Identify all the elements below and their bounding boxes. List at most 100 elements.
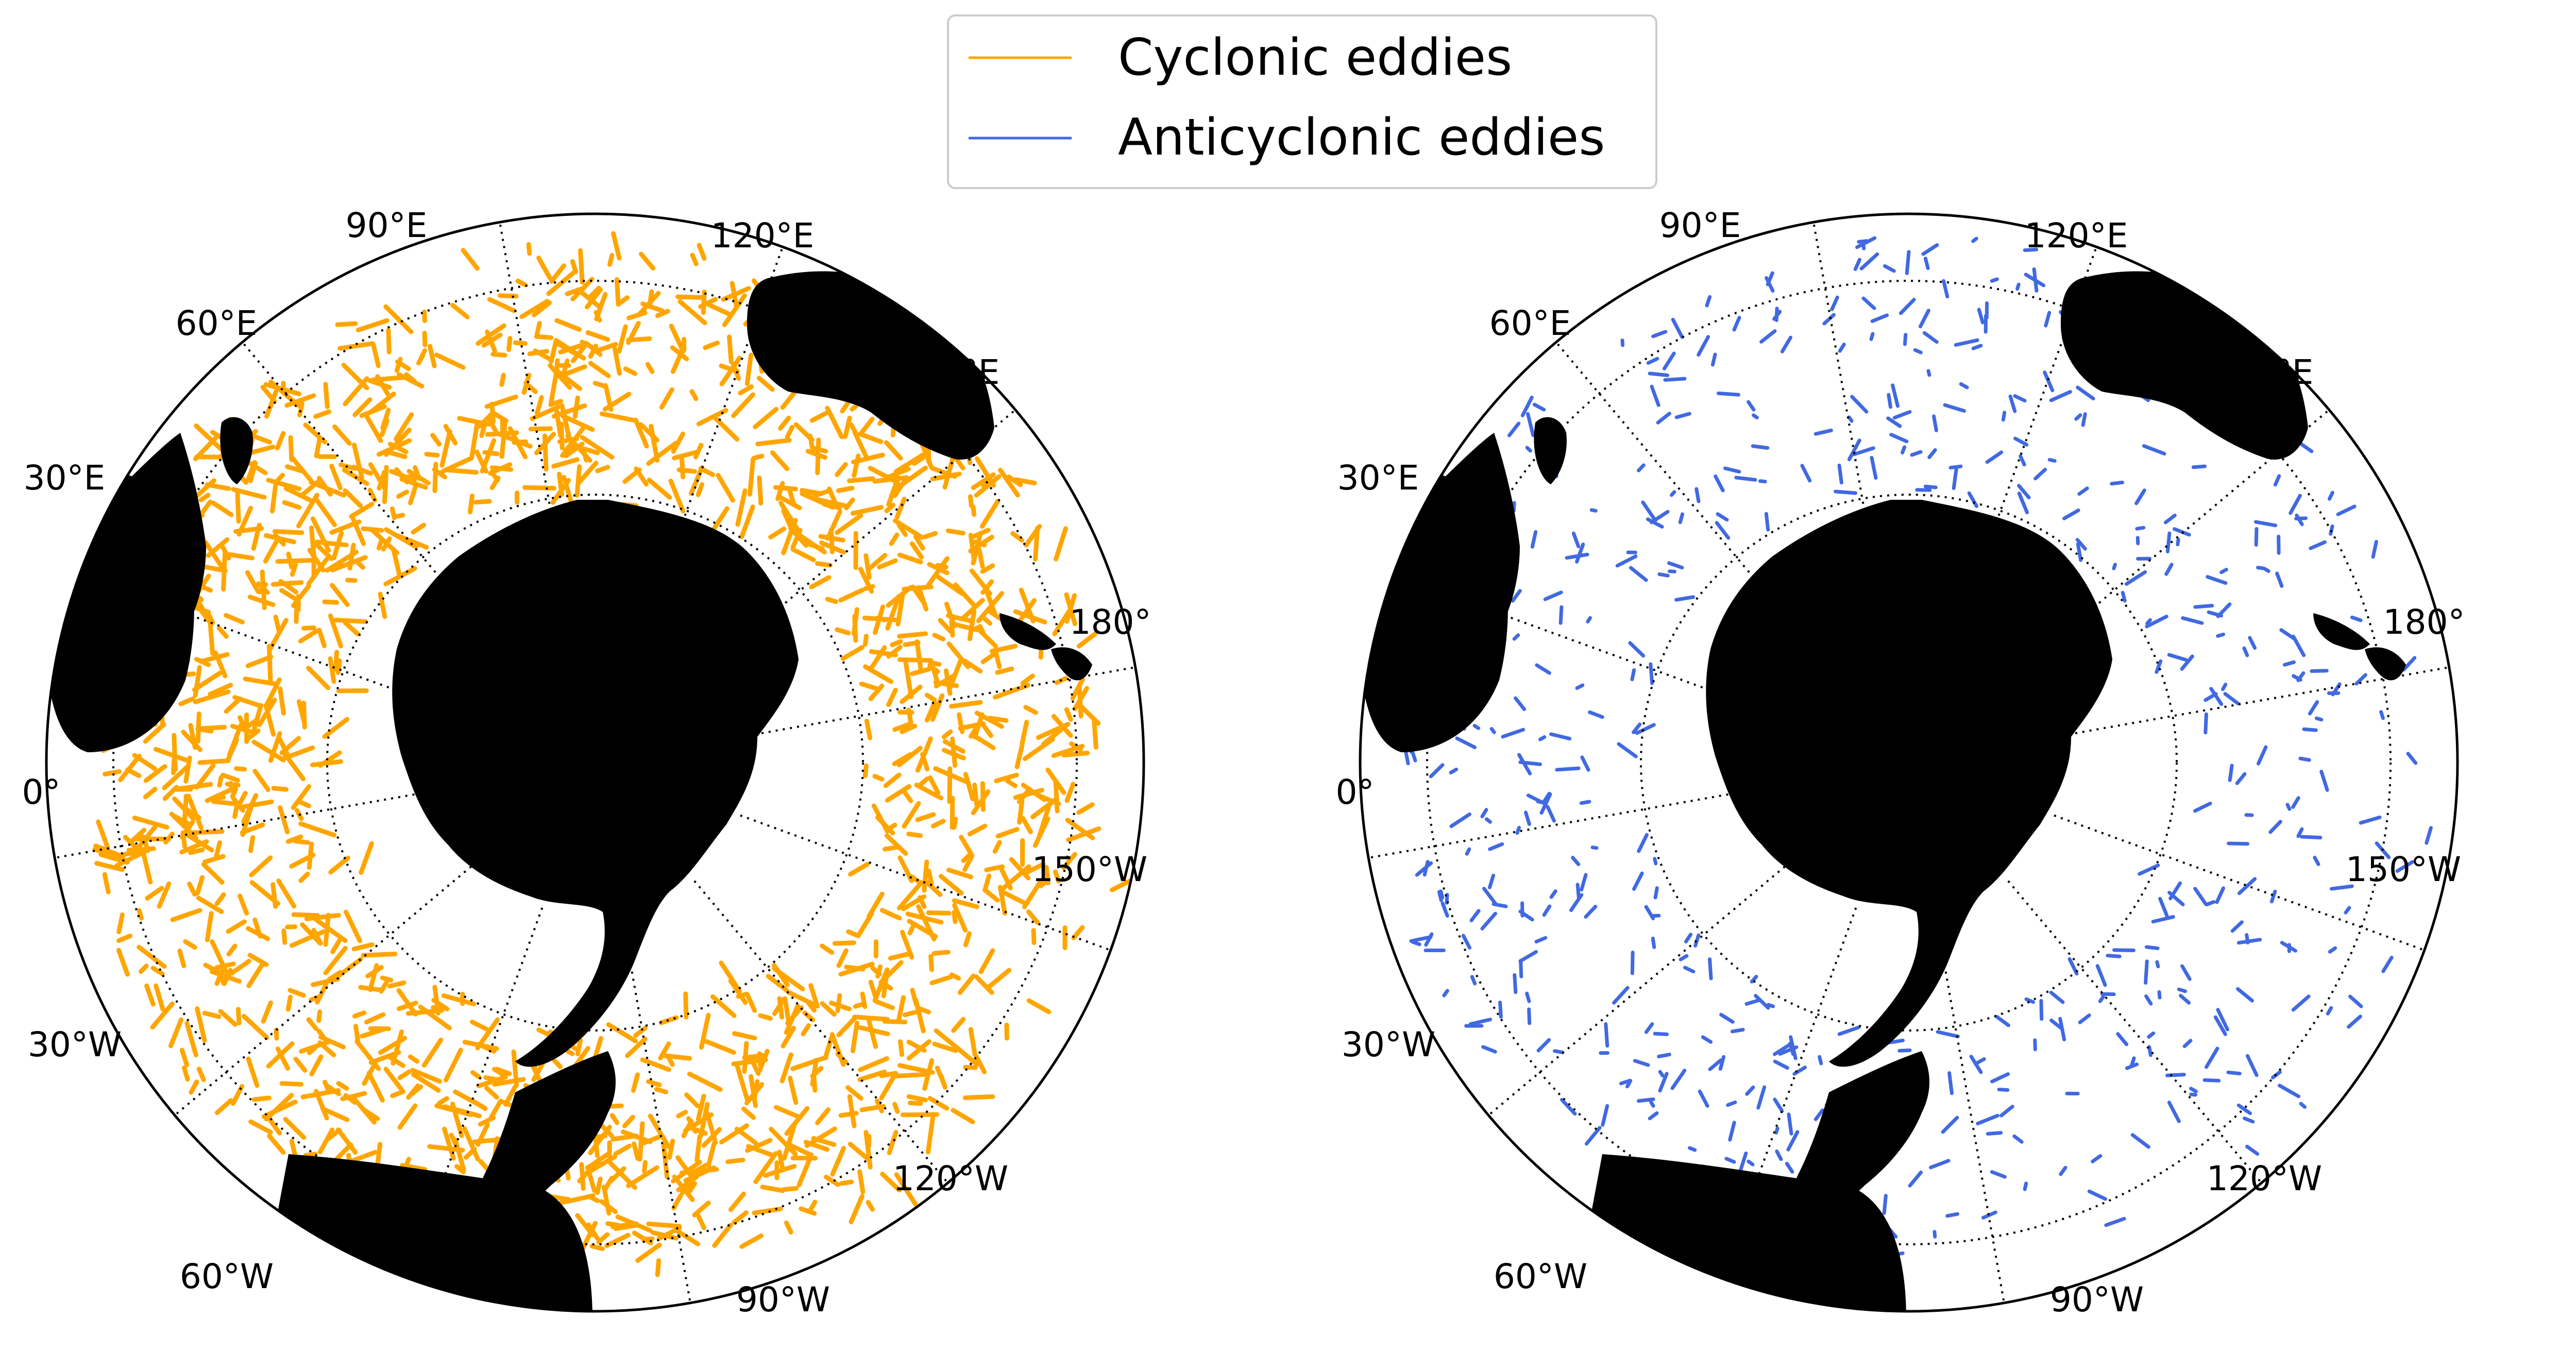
eddy-track bbox=[2326, 1006, 2333, 1016]
eddy-track bbox=[1694, 487, 1701, 503]
eddy-track bbox=[217, 775, 224, 788]
eddy-track bbox=[410, 1068, 443, 1084]
eddy-track bbox=[196, 1067, 206, 1083]
eddy-track bbox=[248, 835, 256, 853]
eddy-track bbox=[2047, 458, 2057, 463]
eddy-track bbox=[916, 904, 937, 942]
longitude-label: 120°E bbox=[2025, 216, 2128, 256]
eddy-track bbox=[246, 718, 258, 729]
eddy-track bbox=[1526, 412, 1535, 437]
eddy-track bbox=[536, 256, 552, 280]
eddy-track bbox=[2216, 632, 2225, 638]
eddy-track bbox=[1617, 742, 1638, 758]
eddy-track bbox=[2023, 1181, 2028, 1191]
eddy-track bbox=[153, 747, 191, 764]
eddy-track bbox=[329, 463, 343, 491]
eddy-track bbox=[1612, 986, 1630, 1005]
eddy-track bbox=[1411, 940, 1421, 947]
eddy-track bbox=[1774, 1126, 1780, 1135]
eddy-track bbox=[461, 248, 480, 271]
eddy-track bbox=[1837, 463, 1843, 485]
eddy-track bbox=[193, 601, 213, 626]
eddy-track bbox=[397, 372, 425, 388]
eddy-track bbox=[252, 769, 270, 792]
eddy-track bbox=[1054, 526, 1068, 562]
eddy-track bbox=[211, 500, 234, 517]
eddy-track bbox=[1792, 1066, 1807, 1076]
eddy-track bbox=[868, 979, 878, 1000]
eddy-track bbox=[2017, 492, 2029, 515]
eddy-track bbox=[638, 422, 659, 443]
eddy-track bbox=[2182, 1039, 2193, 1049]
eddy-track bbox=[211, 799, 238, 806]
eddy-track bbox=[879, 1071, 899, 1078]
eddy-track bbox=[1670, 1069, 1687, 1090]
eddy-track bbox=[840, 645, 865, 661]
eddy-track bbox=[633, 1025, 648, 1038]
map-boundary bbox=[1359, 212, 2459, 1313]
eddy-track bbox=[811, 1136, 837, 1147]
eddy-track bbox=[1697, 335, 1710, 357]
eddy-track bbox=[386, 328, 392, 354]
eddy-track bbox=[1976, 1113, 1999, 1126]
eddy-track bbox=[596, 1232, 610, 1245]
eddy-track bbox=[391, 1029, 404, 1066]
eddy-track bbox=[603, 383, 614, 412]
eddy-track bbox=[264, 677, 282, 706]
eddy-track bbox=[1775, 1149, 1783, 1161]
eddy-track bbox=[781, 1186, 799, 1192]
eddy-track bbox=[1481, 1045, 1497, 1054]
eddy-track bbox=[2309, 540, 2327, 550]
eddy-track bbox=[226, 919, 247, 934]
eddy-track bbox=[291, 784, 312, 810]
eddy-track bbox=[803, 1140, 830, 1152]
eddy-track bbox=[646, 1079, 662, 1087]
longitude-label: 150°E bbox=[2210, 352, 2314, 392]
eddy-track bbox=[1013, 477, 1037, 486]
eddy-track bbox=[323, 912, 331, 947]
eddy-track bbox=[1897, 1048, 1912, 1053]
eddy-track bbox=[1014, 743, 1025, 769]
eddy-track bbox=[297, 401, 304, 417]
eddy-track bbox=[2062, 508, 2080, 520]
eddy-track bbox=[872, 773, 885, 782]
eddy-track bbox=[963, 1064, 978, 1070]
eddy-track bbox=[421, 1037, 444, 1068]
eddy-track bbox=[1076, 631, 1098, 649]
eddy-track bbox=[2291, 796, 2300, 809]
eddy-track bbox=[1649, 510, 1670, 525]
eddy-track bbox=[194, 657, 211, 667]
eddy-track bbox=[1857, 239, 1869, 244]
eddy-track bbox=[355, 318, 389, 333]
eddy-track bbox=[314, 539, 349, 548]
eddy-track bbox=[2273, 474, 2281, 487]
eddy-track bbox=[732, 1210, 749, 1225]
meridian-line bbox=[1487, 861, 1791, 1117]
eddy-track bbox=[476, 323, 506, 346]
eddy-track bbox=[274, 1027, 279, 1041]
eddy-track bbox=[736, 991, 749, 999]
eddy-track bbox=[1886, 416, 1902, 428]
eddy-track bbox=[858, 416, 875, 436]
eddy-track bbox=[1604, 1022, 1609, 1048]
eddy-track bbox=[560, 424, 587, 458]
eddy-track bbox=[914, 783, 944, 801]
eddy-track bbox=[314, 436, 322, 459]
eddy-track bbox=[1535, 663, 1551, 675]
eddy-track bbox=[1974, 1057, 1986, 1066]
eddy-track bbox=[578, 248, 585, 285]
eddy-track bbox=[2145, 615, 2168, 629]
eddy-track bbox=[2193, 603, 2214, 609]
eddy-track bbox=[892, 475, 909, 498]
eddy-track bbox=[406, 1083, 420, 1100]
eddy-track bbox=[924, 692, 937, 702]
eddy-track bbox=[364, 1012, 386, 1025]
eddy-track bbox=[370, 342, 381, 368]
eddy-track bbox=[1899, 298, 1916, 315]
eddy-track bbox=[203, 540, 226, 571]
eddy-track bbox=[293, 1057, 308, 1073]
eddy-track bbox=[952, 817, 958, 830]
eddy-track bbox=[487, 419, 498, 434]
longitude-label: 90°W bbox=[2050, 1280, 2144, 1320]
eddy-track bbox=[235, 1007, 242, 1026]
